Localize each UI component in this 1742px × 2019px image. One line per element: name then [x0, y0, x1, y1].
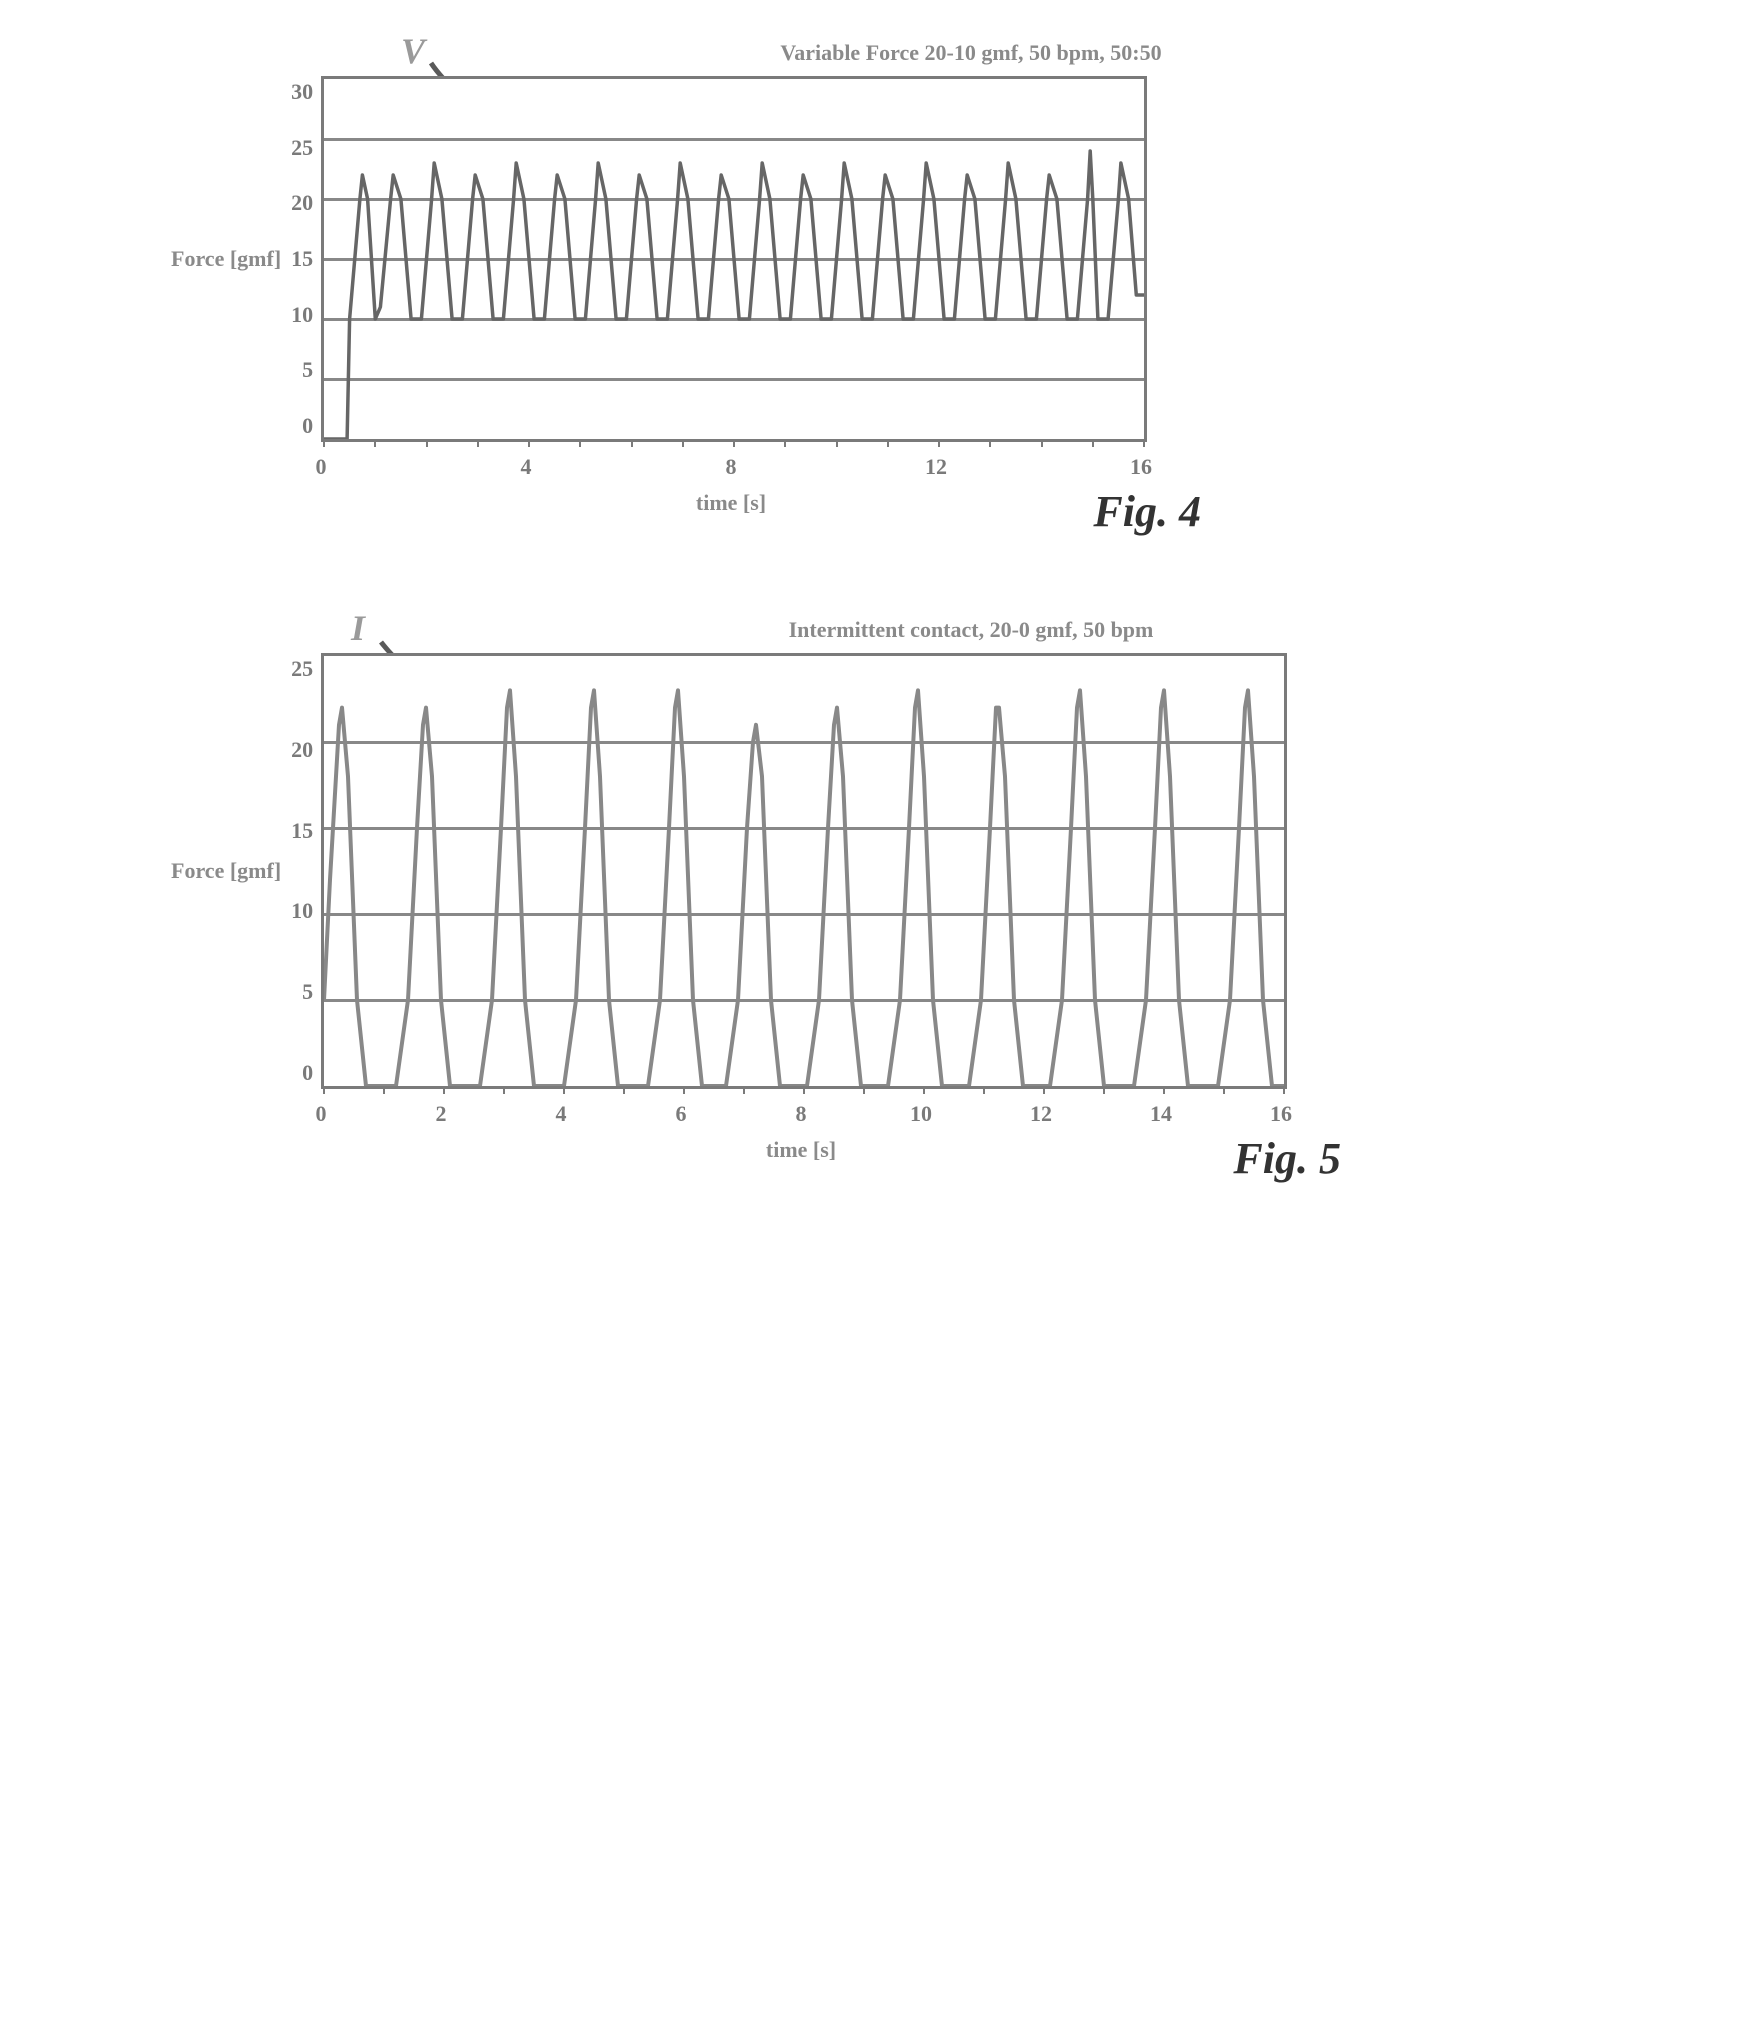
chart-title-fig5: Intermittent contact, 20-0 gmf, 50 bpm: [371, 617, 1571, 643]
xtick-label: 16: [1130, 454, 1152, 480]
xticks-fig5: 0246810121416: [321, 1101, 1281, 1129]
xtick-minor: [743, 1086, 745, 1094]
xtick-minor: [374, 439, 376, 447]
xtick-label: 8: [796, 1101, 807, 1127]
xtick-minor: [863, 1086, 865, 1094]
xtick-label: 12: [925, 454, 947, 480]
data-trace: [324, 656, 1284, 1086]
xtick-minor: [923, 1086, 925, 1094]
xtick-label: 16: [1270, 1101, 1292, 1127]
yticks-fig5: 25 20 15 10 5 0: [291, 656, 321, 1086]
xtick-minor: [623, 1086, 625, 1094]
xtick-minor: [1041, 439, 1043, 447]
xtick-minor: [323, 439, 325, 447]
ytick-label: 5: [302, 979, 313, 1005]
xtick-minor: [733, 439, 735, 447]
xticks-fig4: 0481216: [321, 454, 1141, 482]
xtick-minor: [682, 439, 684, 447]
xtick-minor: [1143, 439, 1145, 447]
xtick-label: 0: [316, 454, 327, 480]
figure-caption-fig4: Fig. 4: [321, 486, 1241, 537]
ytick-label: 25: [291, 656, 313, 682]
xtick-minor: [528, 439, 530, 447]
xtick-minor: [887, 439, 889, 447]
chart-title-fig4: Variable Force 20-10 gmf, 50 bpm, 50:50: [371, 40, 1571, 66]
xtick-minor: [383, 1086, 385, 1094]
xtick-minor: [631, 439, 633, 447]
yticks-fig4: 30 25 20 15 10 5 0: [291, 79, 321, 439]
xtick-label: 12: [1030, 1101, 1052, 1127]
plot-area-fig4: [321, 76, 1147, 442]
ytick-label: 0: [302, 413, 313, 439]
xtick-minor: [683, 1086, 685, 1094]
xtick-minor: [323, 1086, 325, 1094]
ytick-label: 20: [291, 737, 313, 763]
xtick-minor: [1043, 1086, 1045, 1094]
figure-caption-fig5: Fig. 5: [321, 1133, 1381, 1184]
data-trace: [324, 79, 1144, 439]
xtick-minor: [836, 439, 838, 447]
xtick-minor: [1163, 1086, 1165, 1094]
xtick-label: 8: [726, 454, 737, 480]
xtick-label: 6: [676, 1101, 687, 1127]
ylabel-fig5: Force [gmf]: [171, 858, 281, 884]
ytick-label: 5: [302, 357, 313, 383]
xtick-minor: [563, 1086, 565, 1094]
plot-area-fig5: [321, 653, 1287, 1089]
xtick-minor: [803, 1086, 805, 1094]
xtick-label: 4: [556, 1101, 567, 1127]
xtick-minor: [503, 1086, 505, 1094]
annot-letter-fig4: V: [401, 30, 425, 72]
xtick-label: 2: [436, 1101, 447, 1127]
xtick-minor: [477, 439, 479, 447]
chart-row-fig5: Force [gmf] 25 20 15 10 5 0: [171, 653, 1571, 1089]
xtick-minor: [443, 1086, 445, 1094]
xtick-minor: [579, 439, 581, 447]
ytick-label: 10: [291, 302, 313, 328]
xtick-minor: [1103, 1086, 1105, 1094]
ytick-label: 15: [291, 818, 313, 844]
xtick-minor: [989, 439, 991, 447]
xtick-minor: [983, 1086, 985, 1094]
ylabel-fig4: Force [gmf]: [171, 246, 281, 272]
xtick-minor: [938, 439, 940, 447]
xtick-label: 4: [521, 454, 532, 480]
xtick-minor: [1223, 1086, 1225, 1094]
ytick-label: 0: [302, 1060, 313, 1086]
xtick-minor: [1283, 1086, 1285, 1094]
ytick-label: 20: [291, 190, 313, 216]
xtick-minor: [1092, 439, 1094, 447]
figure-5: I Intermittent contact, 20-0 gmf, 50 bpm…: [171, 617, 1571, 1184]
figure-4: V Variable Force 20-10 gmf, 50 bpm, 50:5…: [171, 40, 1571, 537]
ytick-label: 10: [291, 898, 313, 924]
chart-row-fig4: Force [gmf] 30 25 20 15 10 5 0: [171, 76, 1571, 442]
xtick-label: 10: [910, 1101, 932, 1127]
xtick-minor: [426, 439, 428, 447]
xtick-label: 14: [1150, 1101, 1172, 1127]
annot-letter-fig5: I: [351, 607, 365, 649]
ytick-label: 30: [291, 79, 313, 105]
ytick-label: 15: [291, 246, 313, 272]
xtick-minor: [784, 439, 786, 447]
ytick-label: 25: [291, 135, 313, 161]
xtick-label: 0: [316, 1101, 327, 1127]
